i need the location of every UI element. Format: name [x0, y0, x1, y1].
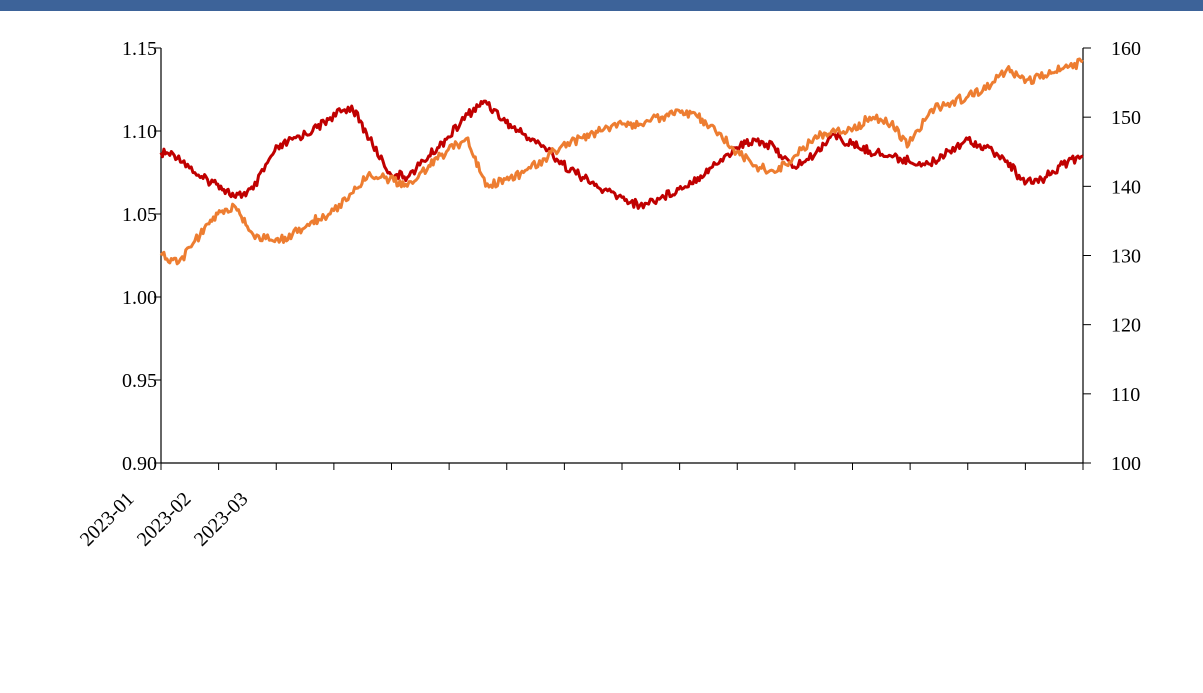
x-tick-label: 2023-03 — [190, 488, 253, 551]
y-left-tick-label: 1.10 — [122, 121, 157, 143]
y-right-tick-label: 140 — [1111, 176, 1141, 198]
header-bar — [0, 0, 1203, 11]
y-right-tick-label: 100 — [1111, 453, 1141, 475]
left-axis-series-line — [159, 99, 1084, 210]
y-right-tick-label: 150 — [1111, 107, 1141, 129]
right-axis-series-line — [159, 57, 1084, 266]
y-right-tick-label: 110 — [1111, 384, 1140, 406]
x-tick-label: 2023-02 — [133, 488, 196, 551]
y-right-tick-label: 120 — [1111, 315, 1141, 337]
y-left-tick-label: 1.15 — [122, 38, 157, 60]
y-left-tick-label: 1.00 — [122, 287, 157, 309]
y-right-tick-label: 130 — [1111, 246, 1141, 268]
x-tick-label: 2023-01 — [76, 488, 139, 551]
y-left-tick-label: 0.95 — [122, 370, 157, 392]
y-right-tick-label: 160 — [1111, 38, 1141, 60]
y-left-tick-label: 1.05 — [122, 204, 157, 226]
y-left-tick-label: 0.90 — [122, 453, 157, 475]
